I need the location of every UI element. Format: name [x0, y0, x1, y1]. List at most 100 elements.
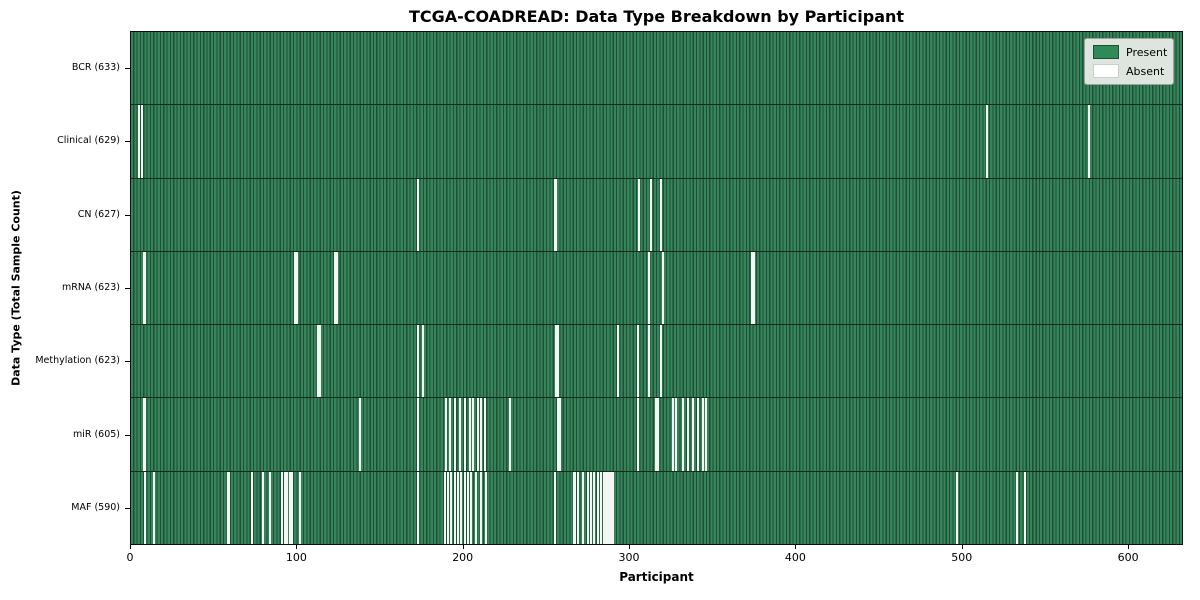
absent-stripe	[468, 398, 471, 471]
absent-stripe	[475, 471, 478, 544]
absent-stripe	[553, 471, 556, 544]
y-tick-mark	[125, 434, 130, 436]
x-tick-label-300: 300	[618, 551, 640, 564]
absent-stripe	[660, 178, 663, 251]
y-tick-label-Clinical: Clinical (629)	[57, 135, 120, 147]
absent-stripe	[142, 398, 145, 471]
x-axis-title: Participant	[619, 570, 694, 584]
absent-stripe	[445, 398, 448, 471]
heatmap-row-miR	[131, 397, 1182, 471]
absent-stripe	[417, 398, 420, 471]
absent-stripe	[140, 105, 144, 178]
absent-stripe	[422, 325, 425, 398]
absent-stripe	[576, 471, 579, 544]
absent-stripe	[573, 471, 576, 544]
legend-item-present: Present	[1093, 45, 1168, 59]
absent-stripe	[299, 471, 302, 544]
absent-stripe	[753, 251, 756, 325]
x-tick-mark	[961, 545, 963, 549]
legend-absent-label: Absent	[1126, 64, 1165, 78]
absent-stripe	[417, 471, 420, 544]
absent-stripe	[144, 398, 147, 471]
x-tick-mark	[130, 545, 131, 549]
absent-stripe	[1087, 105, 1090, 178]
absent-stripe	[280, 471, 283, 544]
absent-stripe	[144, 471, 147, 544]
chart-title: TCGA-COADREAD: Data Type Breakdown by Pa…	[408, 7, 905, 26]
absent-stripe	[453, 398, 456, 471]
absent-stripe	[610, 471, 613, 544]
absent-stripe	[458, 398, 461, 471]
x-tick-mark	[629, 545, 631, 549]
absent-stripe	[655, 398, 658, 471]
absent-stripe	[686, 398, 689, 471]
absent-stripe	[295, 251, 298, 325]
y-tick-label-miR: miR (605)	[72, 428, 120, 440]
heatmap-row-mRNA	[131, 250, 1182, 325]
absent-stripe	[250, 471, 253, 544]
absent-stripe	[470, 471, 473, 544]
absent-stripe	[477, 398, 480, 471]
absent-stripe	[556, 398, 559, 471]
heatmap-row-CN	[131, 177, 1182, 251]
absent-stripe	[457, 471, 460, 544]
absent-stripe	[611, 471, 614, 544]
heatmap-row-Methylation	[131, 324, 1182, 398]
absent-stripe	[284, 471, 287, 544]
absent-stripe	[448, 398, 451, 471]
absent-stripe	[674, 398, 678, 471]
absent-stripe	[555, 325, 558, 398]
absent-stripe	[480, 398, 483, 471]
absent-stripe	[269, 471, 272, 544]
absent-stripe	[290, 471, 293, 544]
y-tick-label-CN: CN (627)	[77, 208, 120, 220]
y-tick-label-Methylation: Methylation (623)	[35, 355, 120, 367]
absent-stripe	[603, 471, 606, 544]
x-tick-mark	[1128, 545, 1130, 549]
absent-stripe	[142, 251, 145, 325]
absent-stripe	[671, 398, 674, 471]
y-tick-mark	[125, 508, 130, 510]
absent-stripe	[648, 251, 651, 325]
y-tick-mark	[125, 141, 130, 143]
heatmap-row-BCR	[131, 32, 1182, 105]
y-tick-label-BCR: BCR (633)	[71, 61, 120, 73]
heatmap-row-MAF	[131, 470, 1182, 544]
absent-stripe	[137, 105, 140, 178]
absent-stripe	[483, 398, 486, 471]
absent-stripe	[596, 471, 599, 544]
x-tick-label-100: 100	[285, 551, 307, 564]
absent-stripe	[358, 398, 361, 471]
absent-stripe	[650, 178, 653, 251]
absent-stripe	[656, 398, 659, 471]
y-tick-mark	[125, 67, 130, 69]
absent-stripe	[600, 471, 603, 544]
absent-stripe	[285, 471, 288, 544]
x-tick-mark	[795, 545, 797, 549]
absent-stripe	[691, 398, 694, 471]
absent-stripe	[616, 325, 619, 398]
y-tick-mark	[125, 361, 130, 363]
absent-stripe	[661, 251, 664, 325]
legend-present-label: Present	[1126, 45, 1168, 59]
absent-stripe	[638, 178, 641, 251]
absent-stripe	[333, 251, 336, 325]
legend: Present Absent	[1084, 38, 1174, 85]
y-tick-label-MAF: MAF (590)	[71, 502, 120, 514]
x-tick-label-500: 500	[951, 551, 973, 564]
absent-stripe	[558, 398, 561, 471]
absent-stripe	[227, 471, 230, 544]
absent-stripe	[317, 325, 320, 398]
absent-stripe	[704, 398, 707, 471]
absent-stripe	[636, 325, 639, 398]
absent-stripe	[460, 471, 463, 544]
absent-stripe	[485, 471, 488, 544]
absent-stripe	[144, 251, 147, 325]
absent-stripe	[586, 471, 589, 544]
x-tick-mark	[296, 545, 298, 549]
absent-stripe	[472, 398, 475, 471]
plot-area	[130, 31, 1183, 545]
y-tick-mark	[125, 288, 130, 289]
absent-stripe	[648, 325, 651, 398]
legend-item-absent: Absent	[1093, 64, 1165, 78]
